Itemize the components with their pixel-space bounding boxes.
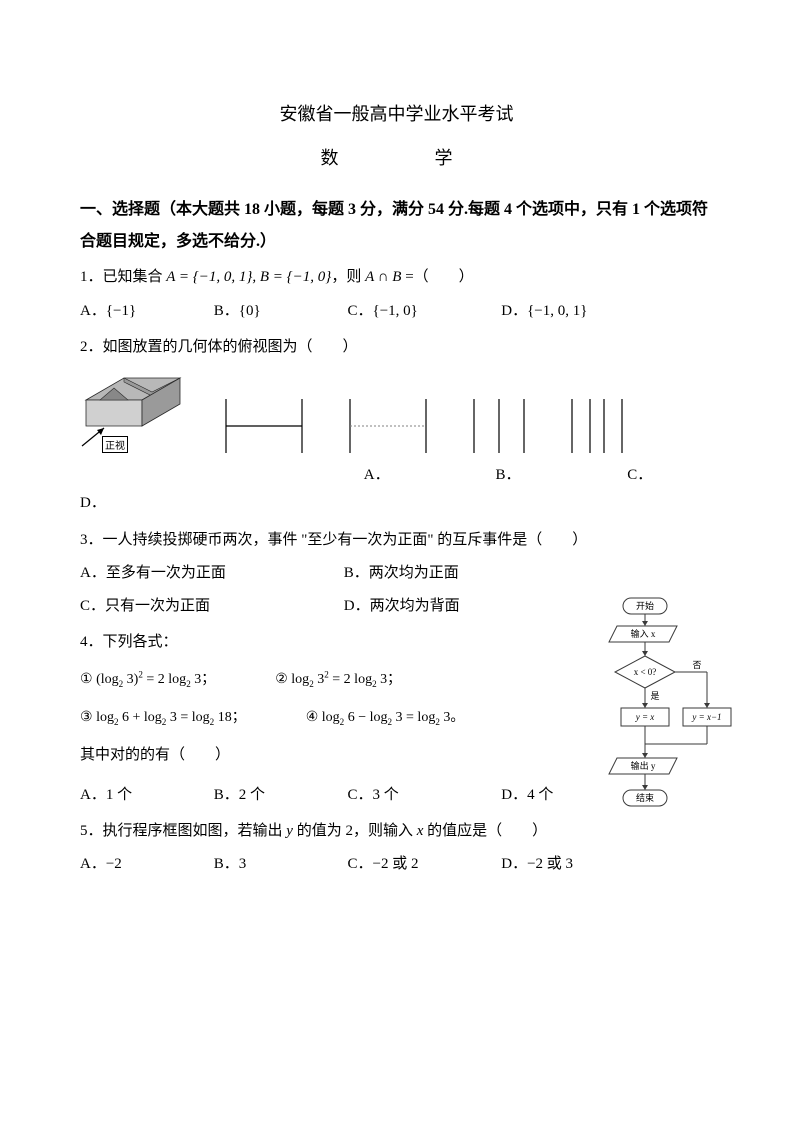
q2-fig-d xyxy=(562,395,632,457)
fc-no-box-text: y = x−1 xyxy=(691,712,721,722)
q2-fig-c xyxy=(464,395,534,457)
fc-cond-text: x < 0? xyxy=(634,667,657,677)
fc-end-text: 结束 xyxy=(636,792,654,803)
fc-input-text: 输入 x xyxy=(631,628,656,639)
q1-stem-suffix: =（ ） xyxy=(401,269,473,285)
q1-set-def: A = {−1, 0, 1}, B = {−1, 0} xyxy=(166,269,331,285)
exam-subject: 数 学 xyxy=(80,144,713,170)
q4-item-1: ① (log2 3)2 = 2 log2 3； xyxy=(80,660,215,698)
q1-expr: A ∩ B xyxy=(365,269,401,285)
q1-opt-d: D．{−1, 0, 1} xyxy=(501,295,651,328)
q5-prefix: 5．执行程序框图如图，若输出 xyxy=(80,823,286,839)
question-1: 1．已知集合 A = {−1, 0, 1}, B = {−1, 0}，则 A ∩… xyxy=(80,260,713,295)
q5-options: A．−2 B．3 C．−2 或 2 D．−2 或 3 xyxy=(80,848,713,881)
q2-solid xyxy=(80,370,188,452)
q1-opt-c: C．{−1, 0} xyxy=(348,295,498,328)
q2-label-d: D． xyxy=(80,486,713,521)
q3-opt-d: D．两次均为背面 xyxy=(344,590,460,623)
solid-front-face xyxy=(86,400,142,426)
q3-opt-b: B．两次均为正面 xyxy=(344,557,459,590)
q2-label-c: C． xyxy=(627,463,707,484)
q4-opt-b: B．2 个 xyxy=(214,779,344,812)
flowchart-svg: 开始 输入 x x < 0? 是 否 y = x y = x− xyxy=(597,596,732,846)
q3-opt-a: A．至多有一次为正面 xyxy=(80,557,340,590)
q1-opt-b: B．{0} xyxy=(214,295,344,328)
question-3: 3．一人持续投掷硬币两次，事件 "至少有一次为正面" 的互斥事件是（ ） xyxy=(80,523,713,558)
arrow-icon xyxy=(642,651,648,656)
exam-title: 安徽省一般高中学业水平考试 xyxy=(80,100,713,126)
q4-item-2: ② log2 32 = 2 log2 3； xyxy=(275,660,401,698)
q2-view-label: 正视 xyxy=(102,436,128,453)
section-1-heading: 一、选择题（本大题共 18 小题，每题 3 分，满分 54 分.每题 4 个选项… xyxy=(80,194,713,258)
q4-item-3: ③ log2 6 + log2 3 = log2 18； xyxy=(80,698,246,736)
q4-item-4: ④ log2 6 − log2 3 = log2 3。 xyxy=(306,698,465,736)
q5-opt-c: C．−2 或 2 xyxy=(348,848,498,881)
fc-yes-box-text: y = x xyxy=(635,712,655,722)
q4-opt-a: A．1 个 xyxy=(80,779,210,812)
q2-solid-container: 正视 xyxy=(80,370,188,457)
q2-label-a: A． xyxy=(364,463,492,484)
q5-suffix: 的值应是（ ） xyxy=(423,823,547,839)
q2-label-b: B． xyxy=(496,463,624,484)
arrow-icon xyxy=(642,703,648,708)
fc-no-text: 否 xyxy=(692,660,701,670)
arrow-icon xyxy=(704,703,710,708)
q2-option-labels: A． B． C． xyxy=(80,463,713,484)
q1-options: A．{−1} B．{0} C．{−1, 0} D．{−1, 0, 1} xyxy=(80,295,713,328)
q2-figures-row: 正视 xyxy=(80,370,713,457)
q2-fig-a xyxy=(216,395,312,457)
q3-opt-c: C．只有一次为正面 xyxy=(80,590,340,623)
arrow-icon xyxy=(642,621,648,626)
q5-var-y: y xyxy=(286,823,293,839)
q5-opt-b: B．3 xyxy=(214,848,344,881)
fc-start-text: 开始 xyxy=(636,600,654,611)
fc-yes-text: 是 xyxy=(650,691,659,701)
fc-output-text: 输出 y xyxy=(631,760,656,771)
question-2: 2．如图放置的几何体的俯视图为（ ） xyxy=(80,330,713,365)
view-arrow-head xyxy=(97,428,104,435)
q5-mid1: 的值为 2，则输入 xyxy=(293,823,417,839)
q3-options-row1: A．至多有一次为正面 B．两次均为正面 xyxy=(80,557,713,590)
arrow-icon xyxy=(642,753,648,758)
flowchart: 开始 输入 x x < 0? 是 否 y = x y = x− xyxy=(597,596,715,851)
q5-opt-a: A．−2 xyxy=(80,848,210,881)
q1-stem-mid: ，则 xyxy=(331,269,365,285)
q2-fig-b xyxy=(340,395,436,457)
q4-opt-c: C．3 个 xyxy=(348,779,498,812)
arrow-icon xyxy=(642,785,648,790)
q1-opt-a: A．{−1} xyxy=(80,295,210,328)
q5-opt-d: D．−2 或 3 xyxy=(501,848,651,881)
q1-stem-prefix: 1．已知集合 xyxy=(80,269,166,285)
